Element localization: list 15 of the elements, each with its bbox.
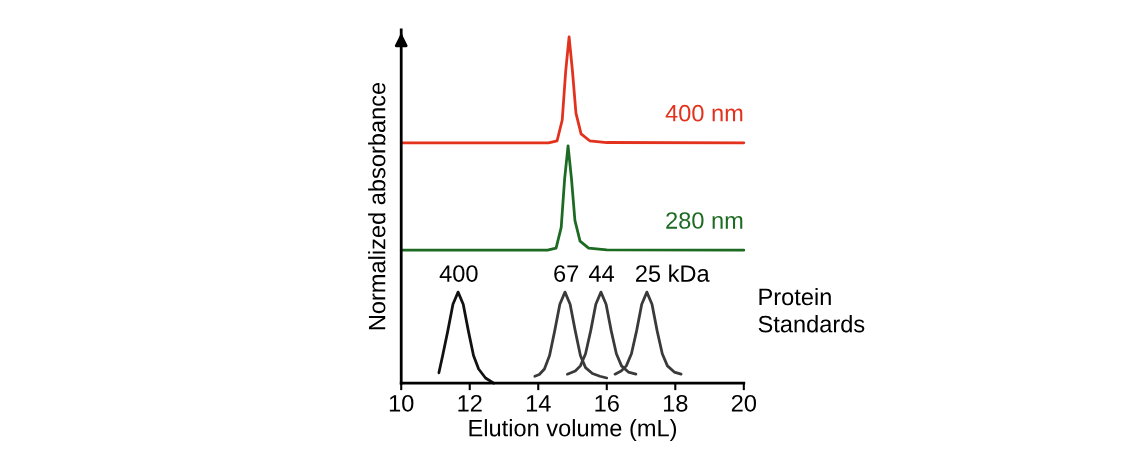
annotation: 44	[588, 265, 615, 282]
x-axis-title: Elution volume (mL)	[469, 419, 677, 442]
series-label: 400 nm	[665, 104, 743, 122]
text: Protein Standards	[758, 287, 865, 333]
annotation: 400	[439, 265, 478, 282]
x-tick-label: 20	[731, 394, 757, 412]
annotation: 67	[554, 265, 579, 282]
annotation: 25 kDa	[636, 264, 710, 282]
x-tick-label: 14	[526, 395, 551, 412]
x-tick-label: 10	[389, 394, 414, 412]
x-tick-label: 16	[595, 394, 619, 412]
x-tick-label: 18	[663, 394, 688, 412]
series-label: 280 nm	[666, 212, 743, 229]
x-tick-label: 12	[458, 394, 482, 412]
y-axis-title: Normalized absorbance	[368, 82, 386, 330]
